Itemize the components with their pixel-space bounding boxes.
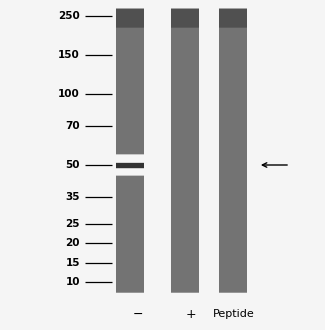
Text: +: + [186,308,196,320]
Text: 150: 150 [58,50,80,60]
Text: 70: 70 [65,120,80,131]
Text: Peptide: Peptide [213,309,255,319]
Text: 250: 250 [58,11,80,21]
Text: 15: 15 [66,258,80,268]
Text: 25: 25 [66,218,80,229]
Text: 50: 50 [66,160,80,170]
Text: 100: 100 [58,89,80,99]
Text: 20: 20 [66,238,80,248]
Text: −: − [133,308,143,320]
Text: 10: 10 [66,277,80,287]
Text: 35: 35 [66,192,80,202]
